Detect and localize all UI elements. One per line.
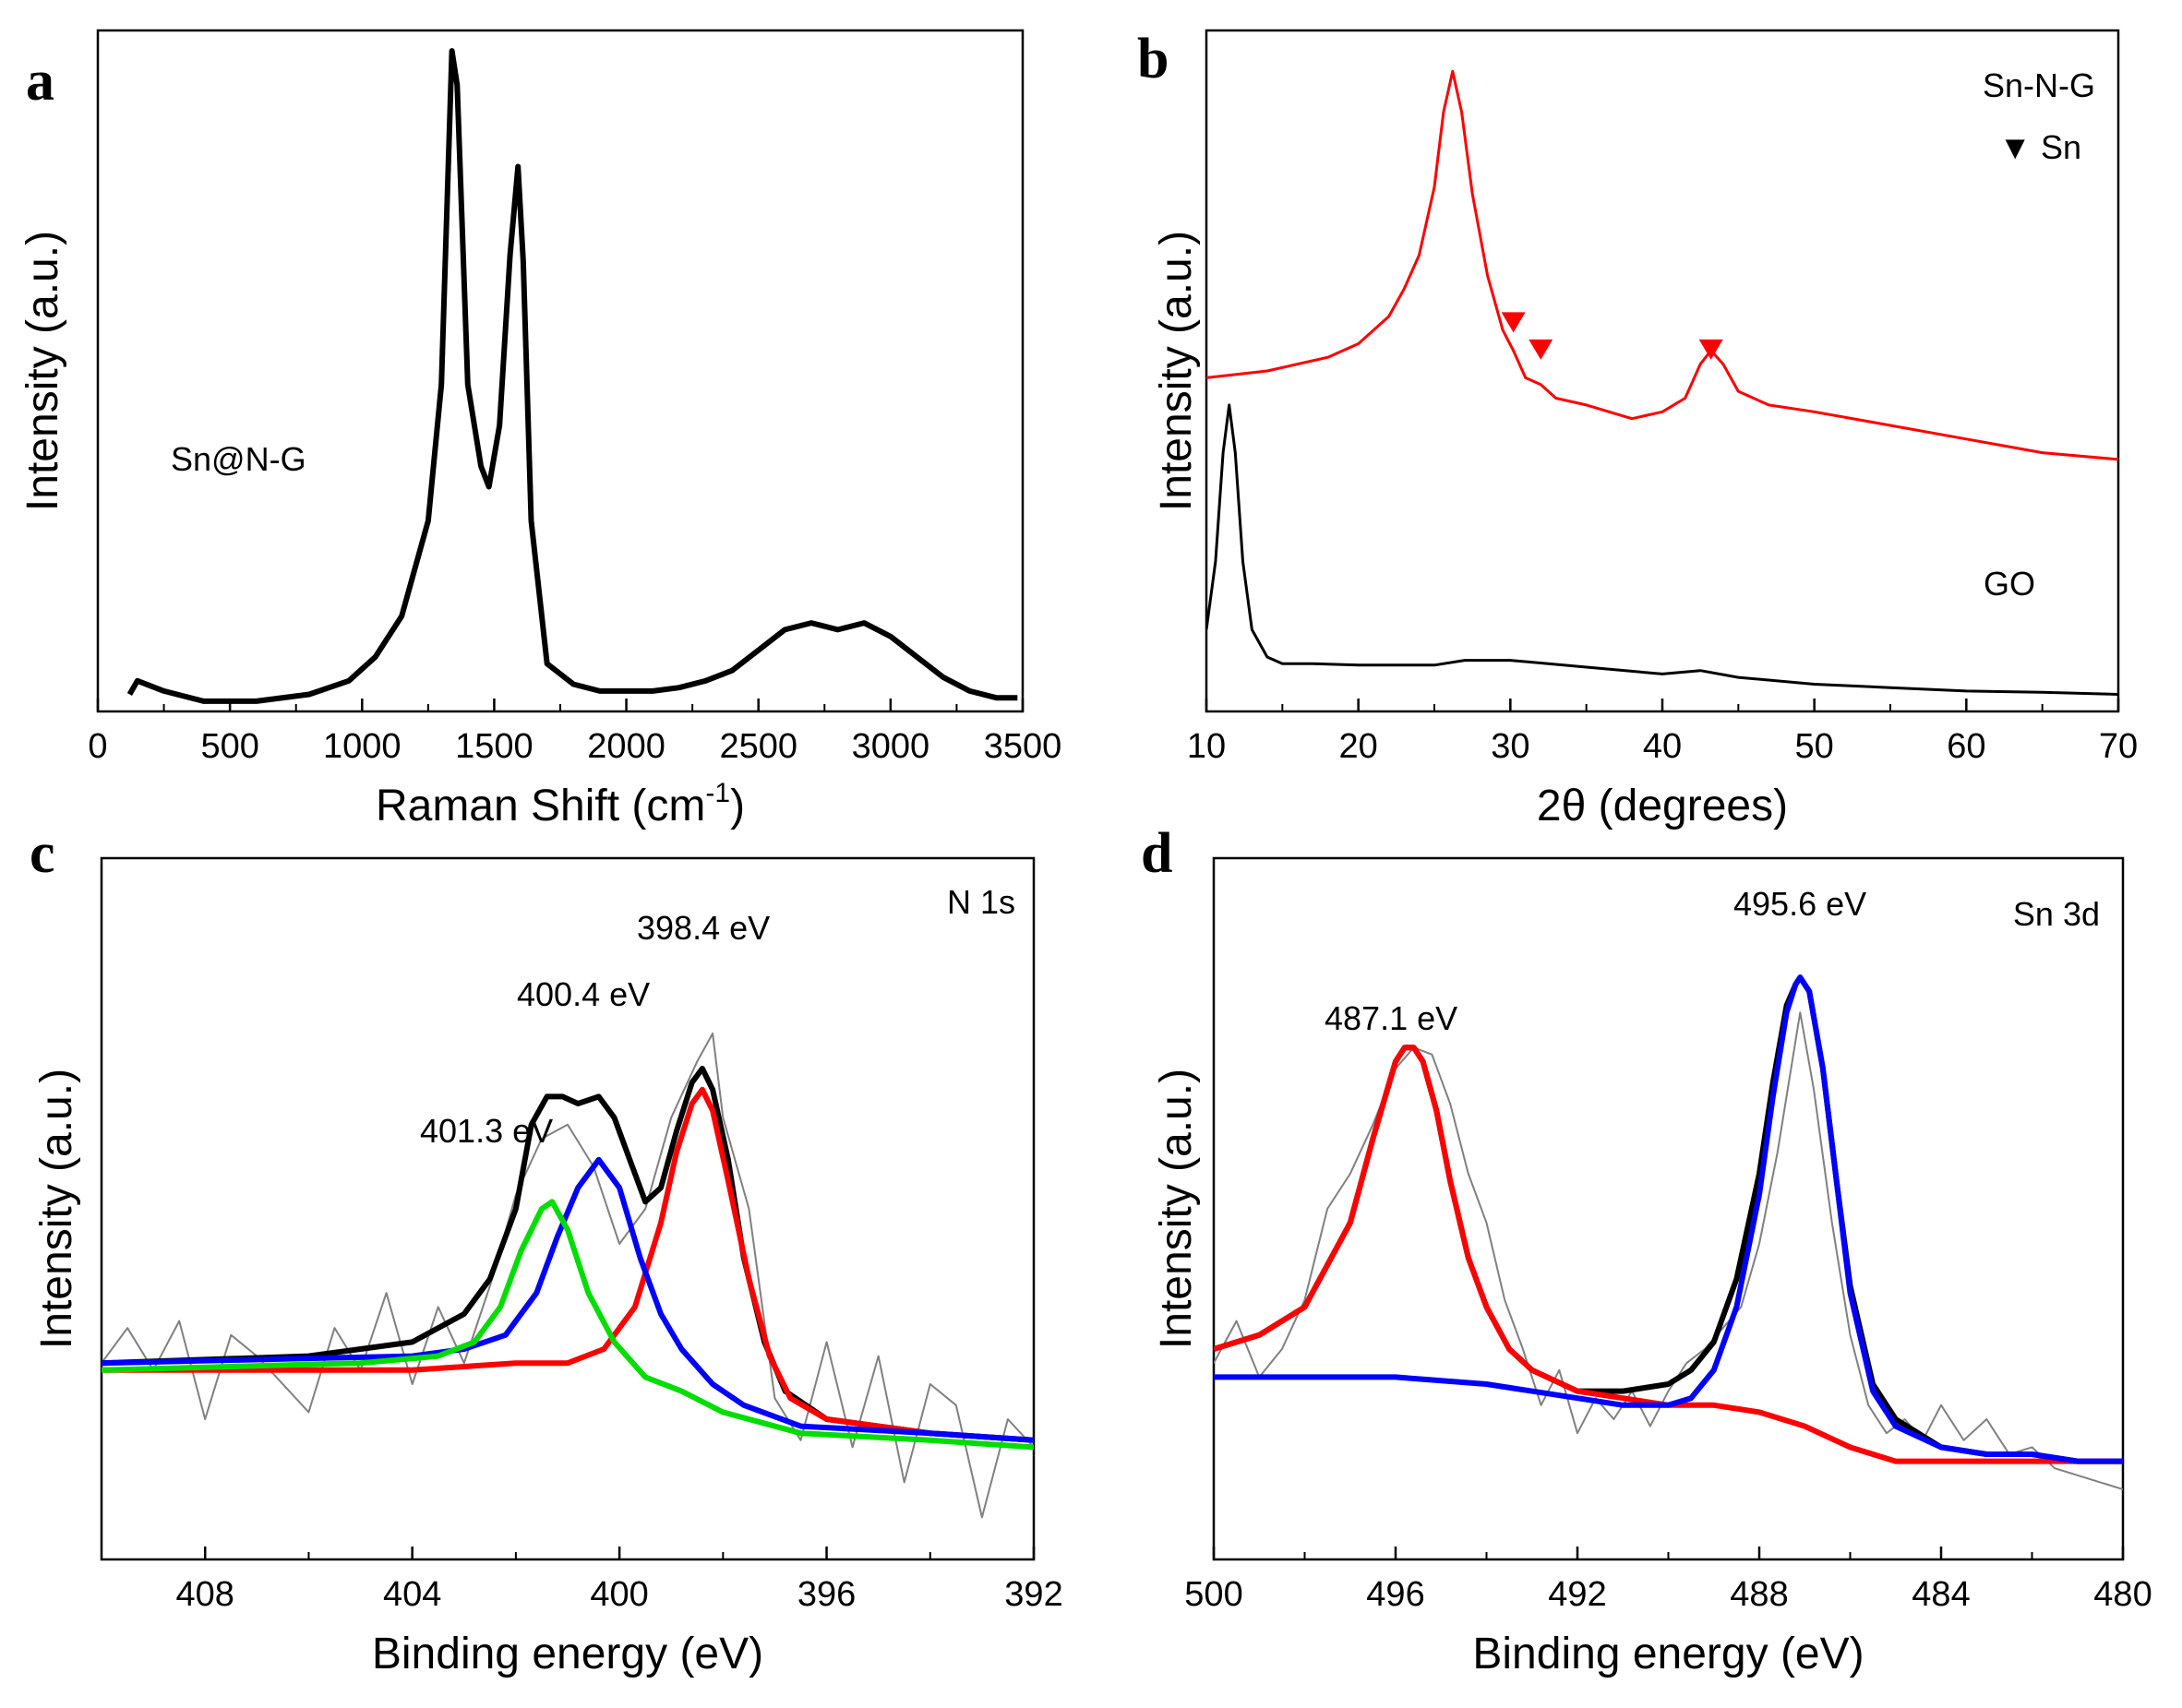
- legend-sn: ▼ Sn: [1998, 128, 2081, 166]
- x-tick-label: 2000: [587, 727, 665, 766]
- annotation: GO: [1984, 565, 2035, 603]
- x-tick-label: 500: [200, 727, 258, 766]
- x-tick-label: 10: [1187, 727, 1226, 766]
- x-axis-label-end: ): [730, 782, 745, 830]
- series-line-401-3-ev: [102, 1199, 1034, 1451]
- sn-peak-marker: [1698, 339, 1723, 360]
- annotation: 401.3 eV: [420, 1112, 553, 1150]
- series-line-go: [1206, 403, 2118, 696]
- sn-peak-marker: [1501, 312, 1526, 333]
- annotation: 495.6 eV: [1733, 885, 1866, 923]
- legend-sn-n-g: Sn-N-G: [1983, 66, 2095, 104]
- x-axis-label: Binding energy (eV): [372, 1630, 763, 1678]
- x-tick-label: 1500: [455, 727, 534, 766]
- series-line-495-6-ev: [1214, 1045, 2123, 1464]
- panel-d-sn3d: d 500 496 492 488 484 480 Binding energy (eV) In…: [1141, 822, 2152, 1678]
- x-tick-label: 480: [2093, 1575, 2152, 1614]
- series-line-raw: [1214, 1011, 2123, 1490]
- series-line-sn-n-g: [1206, 69, 2118, 461]
- plot-frame: [100, 856, 1036, 1561]
- y-axis-label: Intensity (a.u.): [18, 231, 67, 511]
- x-tick-label: 408: [176, 1575, 234, 1614]
- series-line-sn-n-g: [126, 48, 1018, 704]
- sn-peak-marker: [1529, 339, 1553, 360]
- panel-c-n1s: c 408 404 400 396 392 Binding energy (eV) Inten…: [30, 822, 1063, 1678]
- series-line-400-4-ev: [102, 1156, 1034, 1443]
- x-axis-label: 2θ (degrees): [1537, 782, 1788, 830]
- x-tick-label: 484: [1912, 1575, 1970, 1614]
- plot-frame: [96, 29, 1025, 713]
- x-axis-label-sup: -1: [705, 778, 730, 808]
- x-tick-label: 404: [383, 1575, 441, 1614]
- x-tick-label: 40: [1643, 727, 1682, 766]
- x-tick-label: 50: [1795, 727, 1834, 766]
- panel-b-xrd: b 10 20 30 40 50 60 70 2θ (degrees) Intensity (a.…: [1137, 28, 2138, 830]
- panel-letter: c: [30, 822, 55, 885]
- x-tick-label: 492: [1548, 1575, 1606, 1614]
- x-tick-label: 0: [88, 727, 107, 766]
- panel-letter: b: [1137, 28, 1169, 90]
- annotation: 398.4 eV: [637, 909, 770, 947]
- series-line-398-4-ev: [102, 1086, 1034, 1443]
- x-tick-label: 20: [1339, 727, 1378, 766]
- x-tick-label: 488: [1730, 1575, 1788, 1614]
- x-tick-label: 30: [1491, 727, 1529, 766]
- x-tick-label: 1000: [323, 727, 402, 766]
- x-tick-label: 396: [797, 1575, 856, 1614]
- plot-frame: [1205, 29, 2120, 713]
- annotation: Sn@N-G: [171, 440, 306, 478]
- x-axis-label-main: Raman Shift (cm: [376, 782, 705, 830]
- annotation: Sn 3d: [2013, 895, 2100, 933]
- x-tick-label: 70: [2099, 727, 2138, 766]
- annotation: 400.4 eV: [517, 975, 650, 1013]
- x-tick-label: 496: [1366, 1575, 1424, 1614]
- annotation: N 1s: [947, 883, 1015, 921]
- x-tick-label: 400: [590, 1575, 648, 1614]
- panel-a-raman: a 0 500 1000 1500 2000 2500 3000 3500 Raman Shift…: [18, 29, 1062, 830]
- y-axis-label: Intensity (a.u.): [32, 1069, 81, 1349]
- x-tick-label: 3500: [984, 727, 1062, 766]
- panel-letter: a: [26, 50, 54, 113]
- panel-letter: d: [1141, 822, 1172, 885]
- x-axis-label: Raman Shift (cm-1): [376, 778, 745, 830]
- y-axis-label: Intensity (a.u.): [1152, 231, 1201, 511]
- x-tick-label: 60: [1947, 727, 1985, 766]
- annotation: 487.1 eV: [1325, 999, 1457, 1037]
- y-axis-label: Intensity (a.u.): [1152, 1069, 1201, 1349]
- x-tick-label: 500: [1184, 1575, 1242, 1614]
- x-tick-label: 2500: [719, 727, 797, 766]
- x-tick-label: 3000: [852, 727, 930, 766]
- series-line-487-1-ev: [1214, 974, 2123, 1464]
- series-line-raw: [102, 1033, 1034, 1519]
- x-tick-label: 392: [1004, 1575, 1062, 1614]
- x-axis-label: Binding energy (eV): [1472, 1630, 1864, 1678]
